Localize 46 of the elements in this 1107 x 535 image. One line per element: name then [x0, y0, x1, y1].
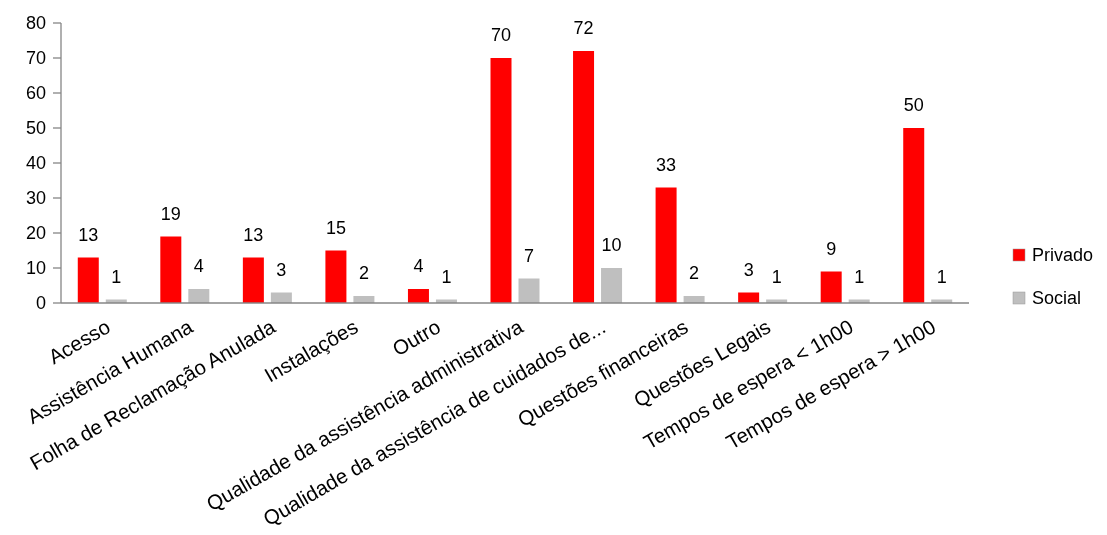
- data-label: 19: [160, 203, 181, 224]
- data-label: 4: [193, 256, 204, 276]
- bar: [518, 278, 540, 303]
- data-label: 7: [523, 245, 535, 266]
- bar: [160, 236, 182, 303]
- y-tick-label: 0: [35, 293, 46, 314]
- bar: [188, 289, 210, 303]
- data-label: 1: [854, 266, 865, 287]
- legend-label: Privado: [1032, 245, 1094, 266]
- data-label: 72: [573, 18, 594, 38]
- data-label: 1: [936, 266, 947, 287]
- y-tick-label: 50: [25, 118, 46, 139]
- data-label: 1: [111, 266, 122, 287]
- y-tick-label: 30: [25, 188, 46, 209]
- bar: [601, 268, 623, 303]
- data-label: 33: [656, 154, 677, 175]
- bar: [325, 250, 347, 303]
- data-label: 2: [358, 263, 369, 283]
- y-tick-label: 40: [25, 153, 46, 174]
- data-label: 13: [243, 224, 264, 245]
- data-label: 70: [490, 25, 512, 45]
- data-label: 3: [276, 259, 287, 280]
- bar: [407, 289, 429, 303]
- y-tick-label: 80: [25, 13, 46, 34]
- data-label: 1: [771, 266, 782, 287]
- bar: [573, 51, 595, 303]
- data-label: 9: [826, 238, 837, 259]
- bar: [820, 271, 842, 303]
- data-label: 4: [413, 256, 424, 276]
- data-label: 15: [325, 217, 346, 238]
- bar: [655, 187, 677, 303]
- y-tick-label: 20: [25, 223, 46, 244]
- legend-label: Social: [1032, 288, 1082, 309]
- y-tick-label: 60: [25, 83, 46, 104]
- bar: [490, 58, 512, 303]
- data-label: 10: [601, 235, 622, 255]
- data-label: 13: [78, 224, 99, 245]
- data-label: 3: [743, 259, 754, 280]
- data-label: 2: [689, 263, 700, 283]
- bar: [903, 128, 925, 303]
- y-tick-label: 70: [25, 48, 46, 69]
- bar: [242, 257, 264, 303]
- bar: [77, 257, 99, 303]
- y-tick-label: 10: [25, 258, 46, 279]
- data-label: 50: [903, 95, 924, 115]
- data-label: 1: [441, 266, 452, 287]
